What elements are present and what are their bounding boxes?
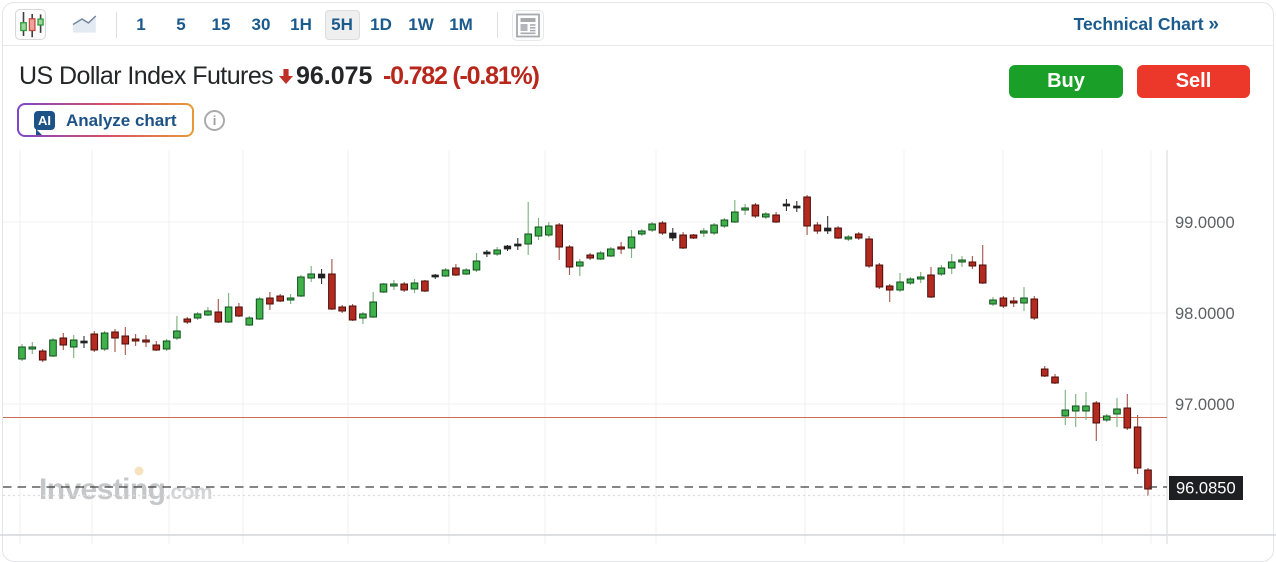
svg-text:96.0850: 96.0850 [1176, 480, 1236, 498]
svg-text:98.0000: 98.0000 [1175, 305, 1235, 323]
svg-text:97.0000: 97.0000 [1175, 396, 1235, 414]
svg-text:99.0000: 99.0000 [1175, 214, 1235, 232]
svg-text:Investing.com: Investing.com [39, 473, 212, 506]
